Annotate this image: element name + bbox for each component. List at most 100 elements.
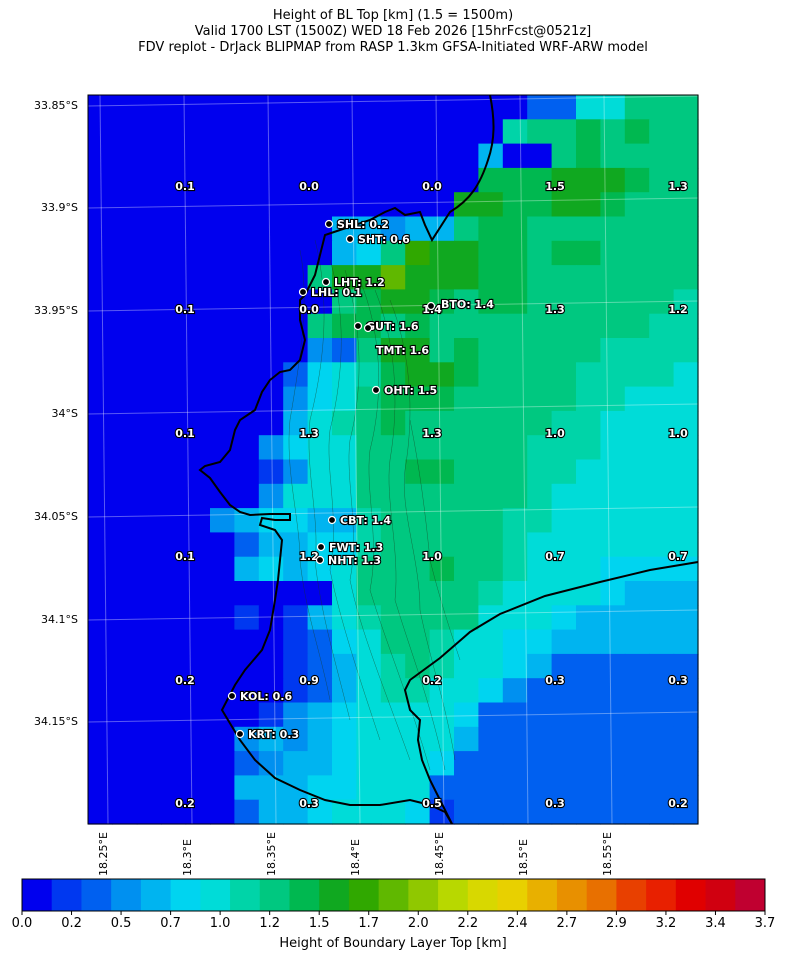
raster-cell xyxy=(405,435,431,461)
colorbar-segment xyxy=(51,879,82,911)
raster-cell xyxy=(576,265,601,290)
raster-cell xyxy=(649,532,675,558)
raster-cell xyxy=(88,702,113,728)
raster-cell xyxy=(112,362,138,388)
raster-cell xyxy=(673,192,699,218)
raster-cell xyxy=(429,532,455,558)
raster-cell xyxy=(136,167,162,193)
raster-cell xyxy=(454,532,479,558)
raster-cell xyxy=(112,216,138,242)
map-title-line-1: Height of BL Top [km] (1.5 = 1500m) xyxy=(272,8,514,23)
raster-cell xyxy=(429,95,455,120)
raster-cell xyxy=(478,508,504,533)
raster-cell xyxy=(502,508,528,533)
raster-cell xyxy=(673,167,699,193)
raster-cell xyxy=(234,192,260,218)
raster-cell xyxy=(673,508,699,533)
raster-cell xyxy=(161,192,187,218)
lat-label: 34.1°S xyxy=(41,613,78,626)
raster-cell xyxy=(649,386,675,412)
raster-cell xyxy=(624,167,650,193)
raster-cell xyxy=(161,702,187,728)
raster-cell xyxy=(258,435,284,461)
raster-cell xyxy=(283,459,309,485)
raster-cell xyxy=(502,192,528,218)
raster-cell xyxy=(258,581,284,606)
raster-cell xyxy=(136,386,162,412)
raster-cell xyxy=(356,410,382,436)
raster-cell xyxy=(527,362,553,388)
raster-cell xyxy=(478,702,504,728)
raster-cell xyxy=(136,459,162,485)
station-label-oht: OHT: 1.5 xyxy=(384,384,437,397)
raster-cell xyxy=(454,653,479,679)
raster-cell xyxy=(161,751,187,776)
raster-cell xyxy=(405,265,431,290)
raster-cell xyxy=(136,581,162,606)
raster-cell xyxy=(405,532,431,558)
raster-cell xyxy=(185,605,211,631)
raster-cell xyxy=(210,167,235,193)
raster-cell xyxy=(527,192,553,218)
raster-cell xyxy=(624,581,650,606)
raster-cell xyxy=(161,265,187,290)
raster-cell xyxy=(405,629,431,655)
raster-cell xyxy=(527,119,553,145)
grid-value-label: 0.2 xyxy=(668,797,688,810)
raster-cell xyxy=(307,289,333,315)
raster-cell xyxy=(234,483,260,509)
raster-cell xyxy=(576,119,601,145)
raster-cell xyxy=(600,532,626,558)
raster-cell xyxy=(185,386,211,412)
raster-cell xyxy=(210,410,235,436)
raster-cell xyxy=(283,410,309,436)
raster-cell xyxy=(454,581,479,606)
raster-cell xyxy=(356,726,382,752)
raster-cell xyxy=(551,240,577,266)
map-frame xyxy=(87,94,699,825)
raster-cell xyxy=(527,240,553,266)
raster-cell xyxy=(551,386,577,412)
raster-cell xyxy=(600,119,626,145)
raster-cell xyxy=(112,581,138,606)
colorbar-tick-label: 1.0 xyxy=(209,916,231,931)
raster-cell xyxy=(673,581,699,606)
raster-cell xyxy=(210,216,235,242)
raster-cell xyxy=(283,653,309,679)
lon-label: 18.45°E xyxy=(433,832,446,876)
raster-cell xyxy=(356,167,382,193)
raster-cell xyxy=(502,653,528,679)
raster-cell xyxy=(234,143,260,169)
raster-cell xyxy=(673,702,699,728)
raster-cell xyxy=(527,313,553,339)
raster-cell xyxy=(624,143,650,169)
raster-cell xyxy=(527,653,553,679)
raster-cell xyxy=(600,678,626,704)
colorbar-segment xyxy=(675,879,707,911)
lat-lon-gridlines xyxy=(87,94,699,825)
raster-cell xyxy=(112,410,138,436)
raster-cell xyxy=(161,289,187,315)
grid-value-label: 0.2 xyxy=(175,797,195,810)
station-label-lhl: LHL: 0.1 xyxy=(311,286,362,299)
raster-cell xyxy=(356,483,382,509)
raster-cell xyxy=(332,459,357,485)
colorbar-tick-label: 0.5 xyxy=(110,916,132,931)
raster-cell xyxy=(380,751,406,776)
grid-value-label: 1.0 xyxy=(545,427,565,440)
colorbar-segment xyxy=(140,879,172,911)
raster-cell xyxy=(88,653,113,679)
raster-cell xyxy=(502,678,528,704)
raster-cell xyxy=(673,556,699,582)
raster-cell xyxy=(673,313,699,339)
raster-cell xyxy=(454,265,479,290)
station-label-cbt: CBT: 1.4 xyxy=(340,514,391,527)
raster-cell xyxy=(307,143,333,169)
raster-cell xyxy=(161,386,187,412)
raster-cell xyxy=(185,483,211,509)
raster-cell xyxy=(576,435,601,461)
raster-cell xyxy=(576,726,601,752)
raster-cell xyxy=(210,581,235,606)
raster-cell xyxy=(429,629,455,655)
raster-cell xyxy=(380,629,406,655)
